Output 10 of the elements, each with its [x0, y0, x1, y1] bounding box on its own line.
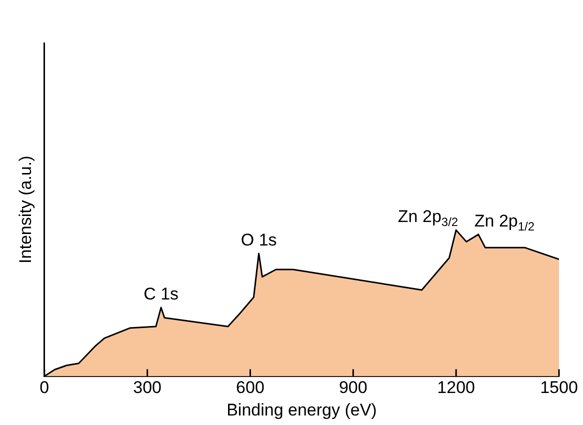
x-tick-label: 0	[40, 378, 50, 398]
annotation: C 1s	[144, 284, 179, 304]
x-tick-label: 600	[236, 378, 264, 398]
y-axis-title: Intensity (a.u.)	[16, 156, 35, 264]
annotation: O 1s	[240, 230, 277, 250]
x-axis-title: Binding energy (eV)	[226, 400, 377, 420]
x-tick-label: 1500	[540, 378, 578, 398]
x-tick-label: 1200	[437, 378, 475, 398]
x-tick-label: 300	[133, 378, 162, 398]
x-tick-label: 900	[338, 378, 368, 398]
